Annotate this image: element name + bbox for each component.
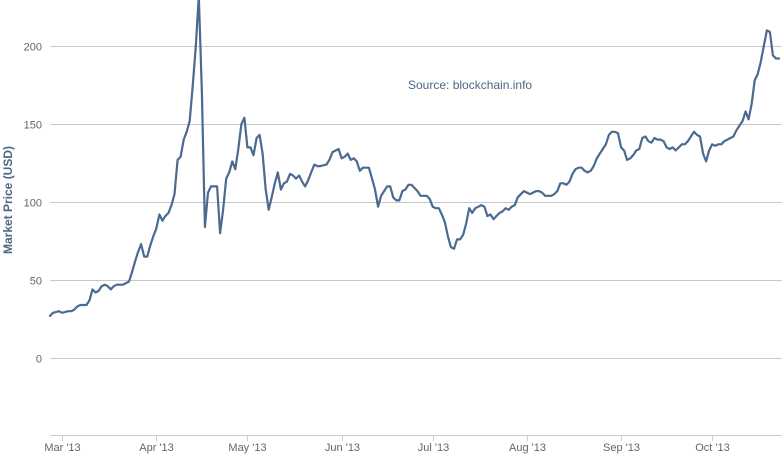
y-axis-ticks: 0 50 100 150 200	[24, 42, 42, 366]
xtick-label: Jul '13	[418, 442, 449, 454]
ytick-label: 100	[24, 198, 42, 210]
x-axis: Mar '13 Apr '13 May '13 Jun '13 Jul '13 Aug '…	[44, 435, 782, 454]
y-axis-label: Market Price (USD)	[1, 146, 15, 254]
xtick-label: Jun '13	[325, 442, 360, 454]
ytick-label: 50	[30, 276, 42, 288]
series-line-0	[48, 0, 781, 317]
xtick-label: Sep '13	[603, 442, 640, 454]
ytick-label: 0	[36, 354, 42, 366]
xtick-label: Mar '13	[44, 442, 80, 454]
series-layer	[48, 0, 781, 317]
ytick-label: 200	[24, 42, 42, 54]
xtick-label: May '13	[228, 442, 266, 454]
xtick-label: Apr '13	[139, 442, 174, 454]
xtick-label: Aug '13	[509, 442, 546, 454]
grid-layer	[50, 46, 782, 359]
source-annotation: Source: blockchain.info	[408, 78, 532, 92]
xtick-label: Oct '13	[695, 442, 730, 454]
ytick-label: 150	[24, 120, 42, 132]
